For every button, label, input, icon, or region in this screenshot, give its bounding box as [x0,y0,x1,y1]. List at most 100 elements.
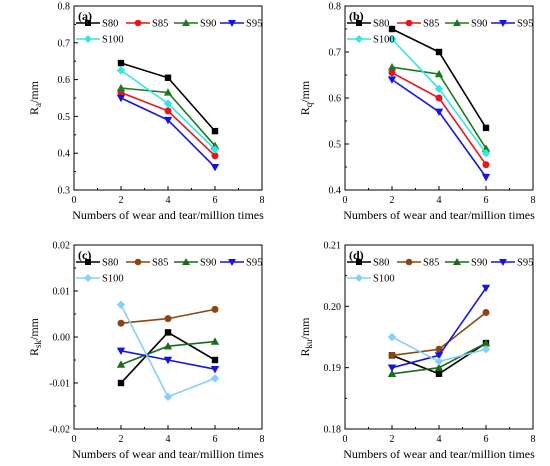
legend-label: S90 [200,258,216,269]
y-axis-title: Rq/mm [298,80,314,115]
data-point [163,392,173,401]
chart-panel: 0 2 4 6 8 0.18 0.19 0.20 0.21 Numbers of wear and… [298,241,536,462]
y-tick-label: 0.7 [329,48,342,59]
legend-marker [84,274,92,282]
legend-label: S90 [200,19,216,30]
data-point [435,370,443,377]
legend-label: S80 [373,19,389,30]
x-axis-title: Numbers of wear and tear/million times [72,447,264,461]
legend-marker [85,259,91,265]
data-point [387,332,397,342]
chart-panel: 0 2 4 6 8 -0.02 -0.01 0.00 0.01 0.02 Numbers of we… [27,241,265,462]
data-point [387,62,397,71]
y-tick-label: 0.5 [329,140,342,151]
data-point [481,173,491,182]
data-point [434,108,444,116]
y-tick-label: 0.6 [58,75,71,86]
panel-label: (d) [349,248,364,262]
x-tick-label: 6 [213,195,218,206]
data-point [210,337,220,345]
y-tick-label: 0.02 [53,241,71,252]
panel-label: (b) [349,9,364,23]
data-point [116,66,126,75]
data-point [434,69,444,78]
legend-marker [355,274,363,282]
data-point [388,25,396,33]
legend-marker [405,258,413,266]
data-point [163,342,173,350]
legend-label: S85 [152,19,168,30]
data-point [481,284,491,293]
data-point [117,319,125,327]
data-point [116,94,126,103]
panel-label: (c) [78,248,91,262]
x-tick-label: 4 [437,195,442,206]
legend-marker [499,20,507,27]
y-tick-label: -0.02 [49,425,70,436]
legend-marker [182,19,190,26]
x-tick-label: 6 [484,434,489,445]
data-point [163,116,173,125]
y-tick-label: 0.00 [53,333,71,344]
x-axis-title: Numbers of wear and tear/million times [72,208,264,222]
data-point [164,315,172,323]
y-tick-label: 0.21 [324,241,342,252]
x-tick-label: 4 [166,434,171,445]
data-point [211,305,219,313]
legend-marker [182,258,190,265]
y-tick-label: 0.6 [329,94,342,105]
data-point [210,374,220,383]
legend-label: S100 [102,274,124,285]
legend-label: S100 [373,35,395,46]
y-tick-label: 0.3 [58,186,71,197]
data-point [482,124,490,132]
data-point [116,360,126,368]
data-point [116,83,126,92]
x-tick-label: 6 [484,195,489,206]
x-tick-label: 0 [343,195,348,206]
legend-label: S95 [246,258,262,269]
y-tick-label: 0.8 [329,2,342,13]
legend-marker [228,20,236,27]
legend-marker [84,35,92,43]
chart-panel: 0 2 4 6 8 0.4 0.5 0.6 0.7 0.8 Numbers of wear and … [298,2,536,223]
x-tick-label: 6 [213,434,218,445]
x-axis-title: Numbers of wear and tear/million times [343,208,535,222]
legend-marker [499,259,507,266]
data-point [434,357,444,366]
legend-label: S80 [102,19,118,30]
data-point [387,76,397,84]
y-axis-title: Ra/mm [27,80,43,115]
legend-label: S80 [373,258,389,269]
y-tick-label: 0.20 [324,302,342,313]
data-point [387,369,397,377]
legend-marker [356,259,362,265]
legend-marker [134,258,142,266]
y-tick-label: 0.01 [53,287,71,298]
legend: S80 S85 S90 S95 S100 [347,258,533,285]
legend-label: S90 [471,19,487,30]
legend-label: S90 [471,258,487,269]
legend-label: S95 [517,258,533,269]
legend: S80 S85 S90 S95 S100 [76,258,262,285]
data-point [210,366,220,374]
data-point [211,356,219,364]
data-point [387,34,397,44]
legend-marker [355,35,363,43]
legend-label: S100 [102,35,124,46]
legend-marker [453,19,461,26]
x-tick-label: 0 [72,195,77,206]
data-point [163,88,173,96]
data-point [116,347,126,355]
legend-label: S95 [246,19,262,30]
y-tick-label: 0.4 [58,149,71,160]
data-point [164,74,172,81]
x-tick-label: 4 [166,195,171,206]
data-point [164,107,172,115]
legend-label: S85 [423,258,439,269]
data-point [482,308,490,316]
x-tick-label: 8 [531,195,536,206]
legend-marker [405,19,413,27]
data-point [481,345,491,354]
